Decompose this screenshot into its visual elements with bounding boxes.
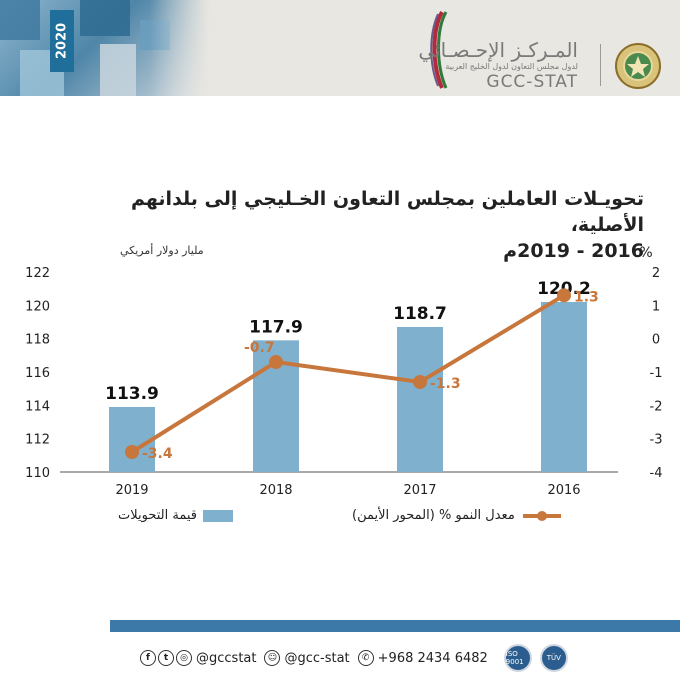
bottom-accent-band bbox=[110, 620, 680, 632]
chart-title: تحويـلات العاملين بمجلس التعاون الخـليجي… bbox=[84, 186, 644, 264]
right-tick-label: -1 bbox=[650, 366, 663, 381]
growth-value-label: 1.3 bbox=[574, 289, 599, 305]
legend-line-label: معدل النمو % (المحور الأيمن) bbox=[352, 508, 515, 523]
right-axis-label: % bbox=[639, 245, 652, 261]
right-tick-label: -4 bbox=[650, 466, 663, 481]
right-tick-label: 1 bbox=[652, 299, 660, 314]
growth-point-2019 bbox=[125, 445, 139, 459]
left-tick-label: 120 bbox=[25, 299, 50, 314]
social-handle-2[interactable]: @gcc-stat bbox=[284, 650, 350, 666]
left-tick-label: 118 bbox=[25, 333, 50, 348]
facebook-icon[interactable]: f bbox=[140, 650, 156, 666]
category-label: 2016 bbox=[547, 483, 580, 498]
left-tick-label: 122 bbox=[25, 266, 50, 281]
category-label: 2017 bbox=[403, 483, 436, 498]
twitter-icon[interactable]: t bbox=[158, 650, 174, 666]
bar-2016 bbox=[541, 302, 587, 472]
growth-point-2017 bbox=[413, 375, 427, 389]
chart-title-line-2: 2016 - 2019م bbox=[503, 240, 644, 262]
footer-contacts: f t ◎ @gccstat ☺ @gcc-stat ✆ +968 2434 6… bbox=[140, 644, 568, 672]
category-label: 2018 bbox=[259, 483, 292, 498]
legend-bar-swatch bbox=[202, 509, 233, 522]
bar-2017 bbox=[397, 327, 443, 472]
right-tick-label: 0 bbox=[652, 333, 660, 348]
chart-title-line-1: تحويـلات العاملين بمجلس التعاون الخـليجي… bbox=[130, 188, 644, 236]
growth-value-label: -1.3 bbox=[430, 376, 461, 392]
growth-value-label: -0.7 bbox=[244, 340, 275, 356]
social-icons: f t ◎ @gccstat bbox=[140, 650, 256, 666]
org-name-arabic: المـركـز الإحـصـائي bbox=[418, 38, 578, 62]
snapchat-group: ☺ @gcc-stat bbox=[264, 650, 350, 666]
left-tick-label: 114 bbox=[25, 399, 50, 414]
header-divider bbox=[600, 44, 601, 86]
category-label: 2019 bbox=[115, 483, 148, 498]
right-tick-label: 2 bbox=[652, 266, 660, 281]
phone-group: ✆ +968 2434 6482 bbox=[357, 650, 488, 666]
growth-point-2016 bbox=[557, 288, 571, 303]
left-tick-label: 110 bbox=[25, 466, 50, 481]
iso-certification-icon: ISO 9001 bbox=[503, 644, 532, 672]
legend-bar-label: قيمة التحويلات bbox=[118, 508, 197, 523]
flag-stripe-icon bbox=[430, 11, 448, 89]
gcc-emblem-icon bbox=[615, 43, 661, 89]
org-name-english: GCC-STAT bbox=[486, 72, 578, 92]
whatsapp-icon[interactable]: ✆ bbox=[357, 650, 374, 666]
right-tick-label: -3 bbox=[650, 433, 663, 448]
bar-value-label: 113.9 bbox=[105, 384, 159, 404]
right-tick-label: -2 bbox=[650, 399, 663, 414]
legend-item-line: معدل النمو % (المحور الأيمن) bbox=[352, 508, 563, 523]
tuv-certification-icon: TÜV bbox=[539, 644, 568, 672]
growth-line bbox=[130, 293, 566, 454]
phone-number[interactable]: +968 2434 6482 bbox=[377, 650, 488, 666]
legend-item-bars: قيمة التحويلات bbox=[118, 508, 233, 523]
left-tick-label: 116 bbox=[25, 366, 50, 381]
instagram-icon[interactable]: ◎ bbox=[176, 650, 192, 666]
left-axis-label: مليار دولار أمريكي bbox=[120, 243, 204, 257]
header-banner: 2020 المـركـز الإحـصـائي لدول مجلس التعا… bbox=[0, 0, 680, 96]
bar-value-label: 117.9 bbox=[249, 317, 303, 337]
social-handle-1[interactable]: @gccstat bbox=[196, 650, 257, 666]
left-tick-label: 112 bbox=[25, 433, 50, 448]
org-subtitle-arabic: لدول مجلس التعاون لدول الخليج العربية bbox=[445, 62, 578, 71]
bar-value-label: 118.7 bbox=[393, 304, 447, 324]
growth-point-2018 bbox=[269, 355, 283, 369]
legend-line-swatch bbox=[522, 510, 561, 521]
growth-value-label: -3.4 bbox=[142, 446, 173, 462]
bar-2019 bbox=[109, 407, 155, 472]
snapchat-icon[interactable]: ☺ bbox=[264, 650, 281, 666]
